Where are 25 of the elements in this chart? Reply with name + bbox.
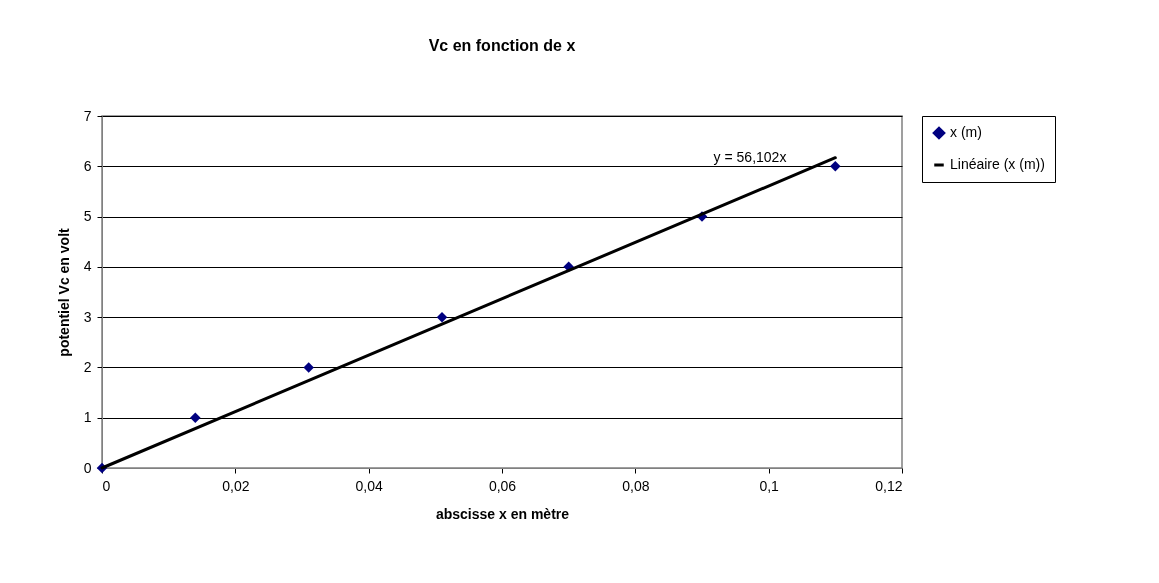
- y-tick-label: 0: [83, 459, 92, 476]
- x-tick-label: 0,1: [759, 477, 780, 494]
- legend-label: x (m): [950, 124, 982, 140]
- y-axis-title: potentiel Vc en volt: [55, 227, 72, 357]
- x-tick-label: 0,06: [488, 477, 517, 494]
- y-tick-label: 2: [83, 358, 92, 375]
- y-tick-label: 1: [83, 409, 92, 426]
- point: [830, 161, 841, 172]
- x-tick-label: 0: [102, 477, 111, 494]
- annotation: y = 56,102x: [713, 149, 787, 166]
- point: [190, 412, 201, 423]
- y-tick-label: 3: [83, 308, 92, 325]
- point: [303, 362, 314, 373]
- x-tick-label: 0,08: [622, 477, 650, 494]
- x-tick-label: 0,02: [222, 477, 250, 494]
- point: [436, 311, 448, 323]
- x-axis-title: abscisse x en mètre: [435, 505, 570, 522]
- chart-title: Vc en fonction de x: [428, 37, 576, 54]
- x-tick-label: 0,04: [355, 477, 383, 494]
- y-tick-label: 5: [83, 208, 92, 225]
- y-tick-label: 4: [83, 258, 92, 275]
- y-tick-label: 6: [83, 157, 92, 174]
- x-tick-label: 0,12: [875, 477, 903, 494]
- legend-label: Linéaire (x (m)): [950, 156, 1045, 172]
- y-tick-label: 7: [83, 107, 92, 124]
